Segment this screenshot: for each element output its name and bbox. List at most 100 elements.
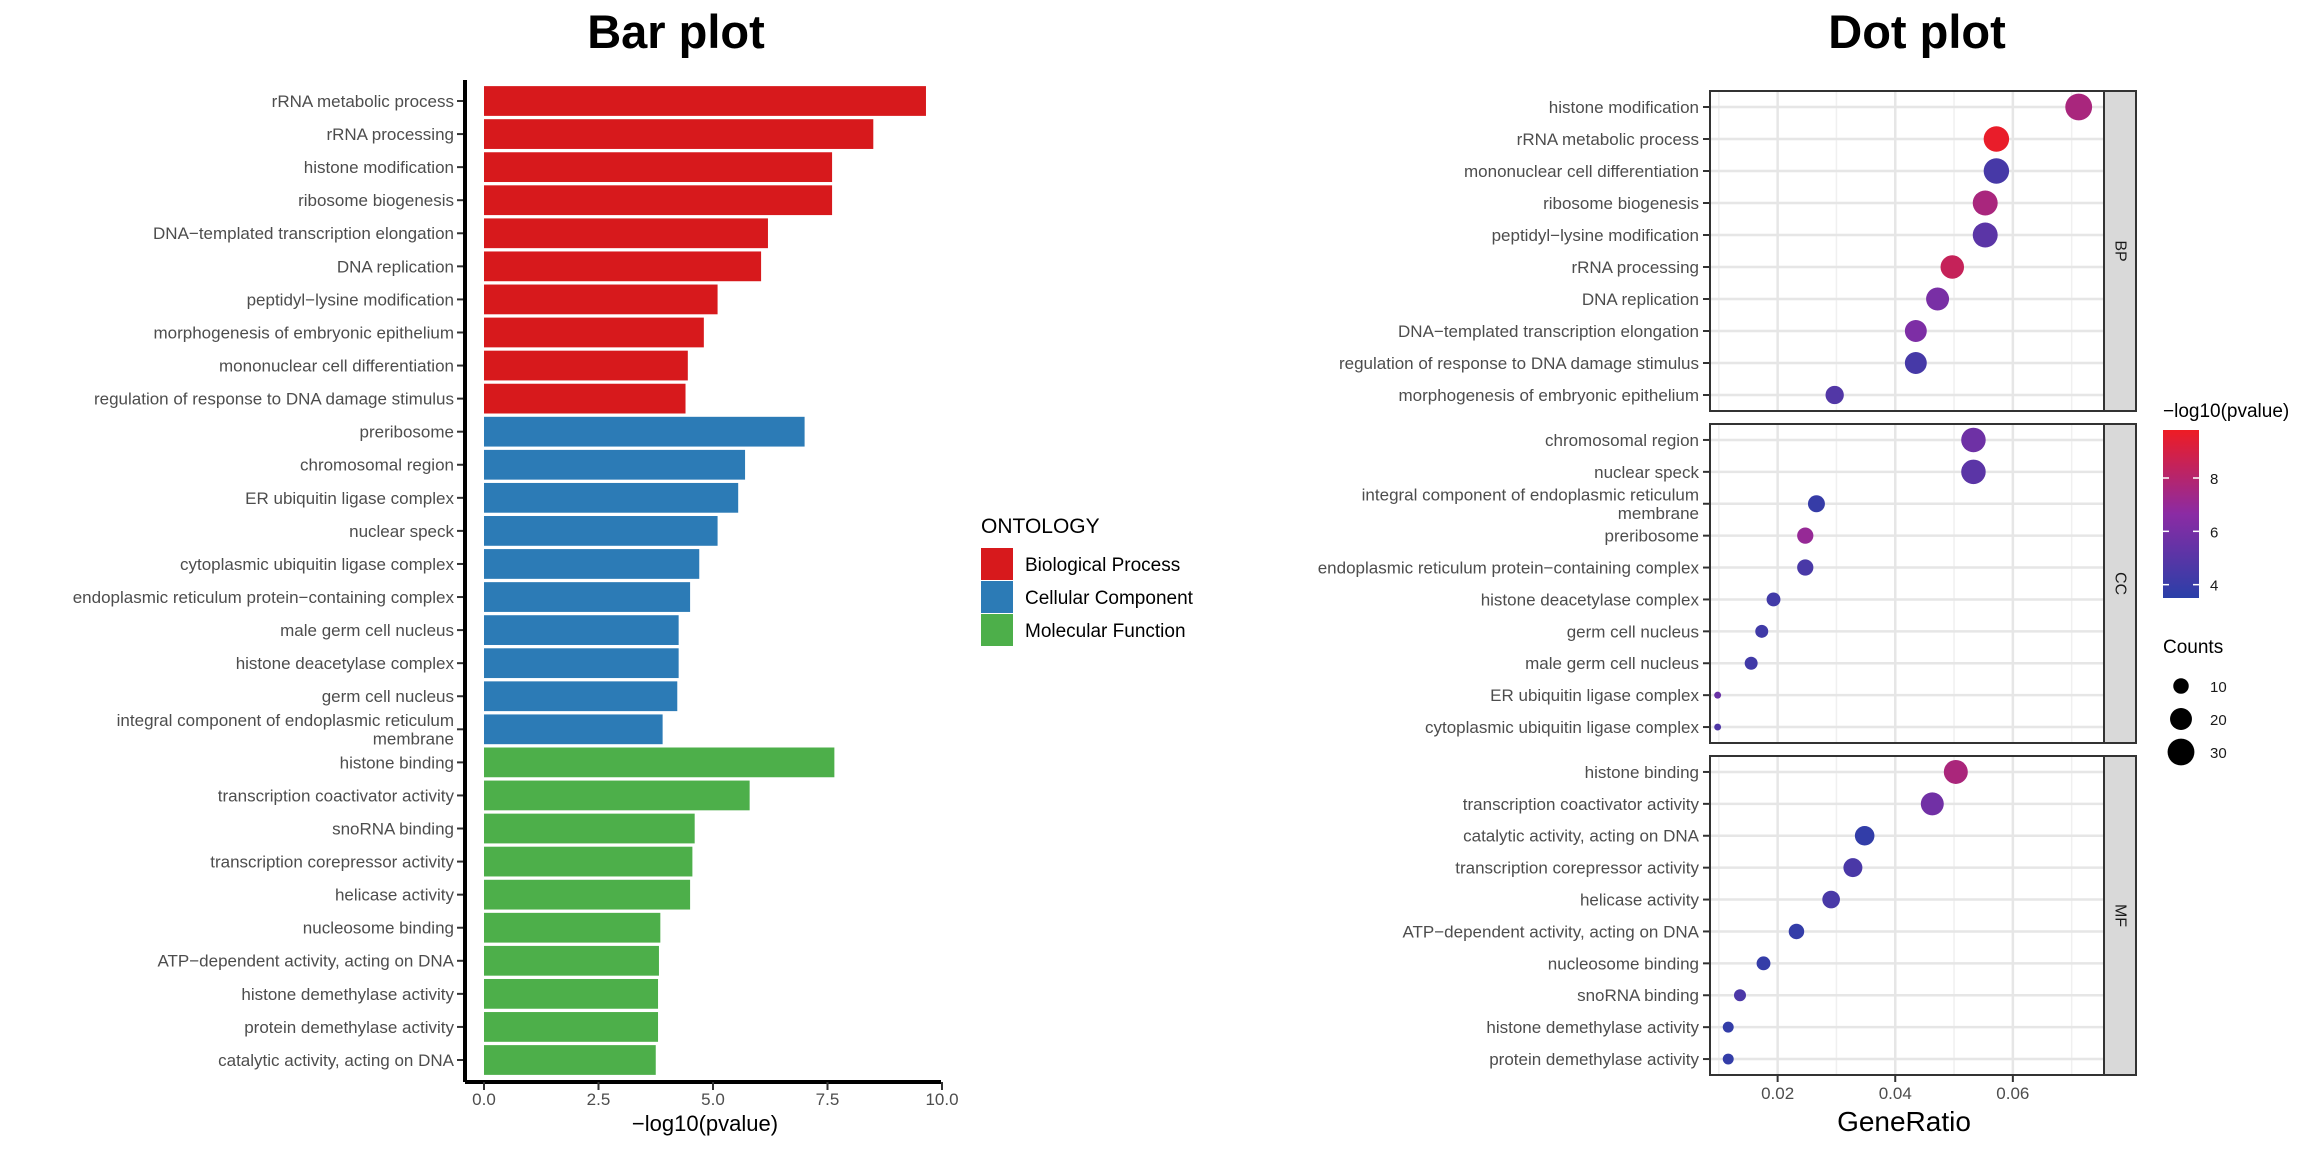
bar-category-label: endoplasmic reticulum protein−containing… (73, 588, 455, 607)
size-legend-label: 30 (2210, 745, 2227, 762)
dot-category-label: protein demethylase activity (1489, 1050, 1699, 1069)
dot-point (1854, 825, 1875, 846)
ontology-legend-title: ONTOLOGY (981, 515, 1100, 538)
dot-point (1722, 1021, 1734, 1033)
dot-point (1822, 890, 1840, 909)
dot-category-label: DNA−templated transcription elongation (1398, 322, 1699, 341)
bar (484, 780, 750, 811)
bar-category-label: histone deacetylase complex (236, 654, 455, 673)
bar-x-tick-label: 0.0 (472, 1090, 496, 1109)
size-legend-label: 20 (2210, 712, 2227, 729)
bar-category-label: cytoplasmic ubiquitin ligase complex (180, 555, 455, 574)
facet-strip (2103, 90, 2137, 412)
dot-point (1972, 222, 1998, 248)
legend-swatch (981, 581, 1013, 613)
dot-category-label: histone deacetylase complex (1481, 590, 1700, 609)
facet-strip-label: MF (2112, 904, 2129, 927)
dot-category-label: ATP−dependent activity, acting on DNA (1402, 922, 1699, 941)
bar-x-axis-title: −log10(pvalue) (632, 1111, 778, 1136)
dot-point (1756, 956, 1771, 971)
facet-panel (1710, 756, 2104, 1075)
colorbar-tick-label: 8 (2210, 471, 2218, 488)
dot-category-label: histone modification (1549, 98, 1699, 117)
bar-category-label: DNA−templated transcription elongation (153, 224, 454, 243)
dot-plot-title: Dot plot (1828, 5, 2006, 58)
bar-category-label: nuclear speck (349, 522, 454, 541)
dot-category-label: snoRNA binding (1577, 986, 1699, 1005)
dot-point (1920, 792, 1944, 816)
bar (484, 284, 718, 315)
dot-point (1983, 158, 2010, 184)
dot-point (1788, 923, 1805, 940)
dot-category-label: ER ubiquitin ligase complex (1490, 686, 1699, 705)
bar-category-label: regulation of response to DNA damage sti… (94, 390, 454, 409)
dot-point (2065, 93, 2093, 121)
dot-category-label: regulation of response to DNA damage sti… (1339, 354, 1699, 373)
bar (484, 582, 691, 612)
bar (484, 648, 679, 679)
dot-x-tick-label: 0.06 (1996, 1084, 2029, 1103)
dot-point (1926, 287, 1950, 311)
bar-category-label: integral component of endoplasmic reticu… (117, 711, 454, 749)
bar-category-label: transcription coactivator activity (218, 786, 455, 805)
colorbar-tick-label: 4 (2210, 578, 2218, 595)
bar-category-label: nucleosome binding (303, 919, 454, 938)
bar-plot-title: Bar plot (587, 5, 765, 58)
bar (484, 549, 700, 579)
facet-panel (1710, 424, 2104, 743)
dot-point (1722, 1053, 1734, 1065)
bar (484, 879, 691, 910)
dot-x-axis-title: GeneRatio (1837, 1106, 1971, 1137)
bar (484, 615, 679, 645)
dot-point (1807, 495, 1825, 513)
bar-category-label: protein demethylase activity (244, 1018, 454, 1037)
dot-category-label: rRNA metabolic process (1517, 130, 1699, 149)
bar (484, 383, 686, 414)
dot-point (1714, 723, 1722, 731)
bar (484, 350, 688, 381)
bar (484, 119, 874, 149)
bar (484, 516, 718, 546)
size-legend-dot (2167, 738, 2195, 766)
facet-strip-label: CC (2112, 572, 2129, 595)
dot-category-label: histone demethylase activity (1486, 1018, 1699, 1037)
dot-category-label: transcription coactivator activity (1463, 795, 1700, 814)
dot-point (1797, 527, 1814, 544)
bar-category-label: histone modification (304, 158, 454, 177)
bar (484, 1045, 656, 1075)
dot-point (1972, 190, 1998, 216)
dot-point (1904, 320, 1927, 342)
legend-item-label: Molecular Function (1025, 621, 1186, 642)
dot-category-label: endoplasmic reticulum protein−containing… (1318, 559, 1700, 578)
bar (484, 714, 663, 745)
bar-category-label: histone demethylase activity (241, 985, 454, 1004)
bar-category-label: chromosomal region (300, 456, 454, 475)
bar-category-label: histone binding (340, 753, 454, 772)
bar-category-label: catalytic activity, acting on DNA (218, 1051, 455, 1070)
dot-point (1943, 759, 1968, 784)
bar (484, 416, 805, 447)
bar-category-label: transcription corepressor activity (210, 853, 454, 872)
bar-category-label: rRNA processing (326, 125, 454, 144)
bar-category-label: ATP−dependent activity, acting on DNA (157, 952, 454, 971)
bar (484, 747, 835, 778)
bar-category-label: peptidyl−lysine modification (247, 290, 454, 309)
bar (484, 218, 768, 249)
dot-point (1714, 691, 1722, 699)
bar-category-label: preribosome (360, 423, 455, 442)
dot-category-label: rRNA processing (1571, 258, 1699, 277)
size-legend-title: Counts (2163, 637, 2223, 658)
dot-category-label: male germ cell nucleus (1525, 654, 1699, 673)
bar-category-label: germ cell nucleus (322, 687, 454, 706)
dot-category-label: germ cell nucleus (1567, 622, 1699, 641)
dot-category-label: catalytic activity, acting on DNA (1463, 827, 1700, 846)
bar (484, 482, 739, 513)
bar-category-label: ER ubiquitin ligase complex (245, 489, 454, 508)
bar (484, 978, 659, 1009)
bar-category-label: helicase activity (335, 886, 455, 905)
dot-category-label: cytoplasmic ubiquitin ligase complex (1425, 718, 1700, 737)
legend-swatch (981, 548, 1013, 580)
dot-point (1766, 592, 1781, 607)
dot-point (1755, 624, 1769, 638)
